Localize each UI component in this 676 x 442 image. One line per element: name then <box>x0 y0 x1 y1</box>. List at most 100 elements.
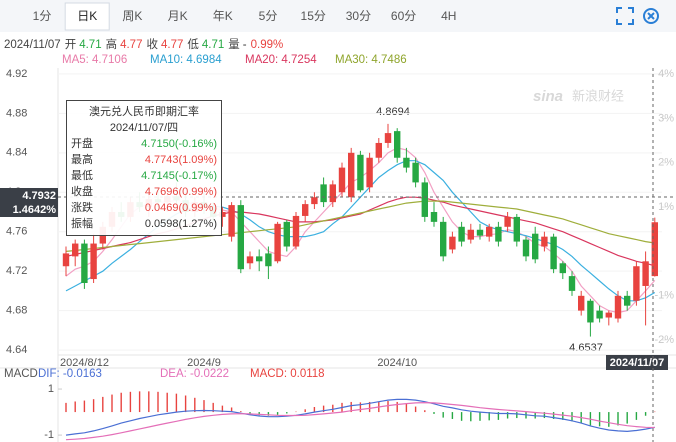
candle-body <box>237 205 244 270</box>
tooltip-row: 涨跌 0.0469(0.99%) <box>71 200 217 216</box>
candle-body <box>265 253 272 267</box>
tooltip-row: 最低 4.7145(-0.17%) <box>71 168 217 184</box>
candle-body <box>550 236 557 270</box>
macd-line <box>65 401 655 441</box>
macd-legend: DIF: -0.0163 <box>38 368 102 380</box>
tab[interactable]: 1分 <box>33 9 52 23</box>
candle-body <box>320 184 327 203</box>
tooltip-label: 最高 <box>71 154 93 166</box>
candle-body <box>578 295 585 311</box>
candle-body <box>219 211 226 217</box>
tab[interactable]: 15分 <box>301 9 326 23</box>
x-tick-label: 2024/11/07 <box>610 357 664 369</box>
candle-body <box>605 312 612 318</box>
info-label: 量 <box>228 38 240 51</box>
candle-body <box>72 243 79 257</box>
info-value: 4.77 <box>120 39 142 51</box>
y-tick-label: 4.84 <box>6 147 27 159</box>
tooltip-label: 振幅 <box>71 218 93 230</box>
min-annotation: 4.6537 <box>569 342 603 354</box>
candle-body <box>568 276 576 291</box>
settings-icon[interactable] <box>643 8 659 24</box>
crosshair-price: 4.7932 <box>22 190 56 202</box>
x-tick-label: 2024/9 <box>187 357 221 369</box>
candle-body <box>292 215 300 247</box>
candle-body <box>522 239 530 257</box>
tooltip-label: 开盘 <box>71 138 93 150</box>
candle-body <box>642 261 649 286</box>
y-tick-label: 4.72 <box>6 265 27 277</box>
tooltip-row: 最高 4.7743(1.09%) <box>71 152 217 168</box>
info-line: 2024/11/07 开 4.71 高 4.77 收 4.77 低 4.71 量 -0.99% <box>4 37 283 51</box>
crosshair-tag <box>0 188 58 217</box>
candle-body <box>357 154 364 191</box>
tooltip-date: 2024/11/07/四 <box>109 122 179 134</box>
tooltip-value: 0.0598(1.27%) <box>144 218 217 230</box>
candle-body <box>394 131 401 158</box>
y2-tick-label: -1% <box>654 290 674 302</box>
candle-body <box>375 142 382 158</box>
candle-body <box>559 263 566 274</box>
candle-body <box>348 152 355 198</box>
x-tick-label: 2024/10 <box>377 357 417 369</box>
tooltip-label: 收盘 <box>71 186 93 198</box>
candle-body <box>532 233 539 260</box>
tooltip-title: 澳元兑人民币即期汇率 <box>89 106 199 118</box>
x-tick-label: 2024/8/12 <box>60 357 109 369</box>
tooltip-row: 开盘 4.7150(-0.16%) <box>71 136 217 152</box>
candle-body <box>81 243 88 284</box>
y-tick-label: 4.64 <box>6 344 27 356</box>
tooltip-label: 涨跌 <box>71 202 93 214</box>
candle-body <box>495 226 502 242</box>
candle-body <box>366 157 373 188</box>
candle-body <box>504 216 511 227</box>
y2-tick-label: -2% <box>654 334 674 346</box>
tooltip-value: 4.7145(-0.17%) <box>141 170 217 182</box>
candle-body <box>90 243 97 280</box>
macd-legend: MACD: 0.0118 <box>250 368 325 380</box>
legend-entry: MA10: 4.6984 <box>150 54 222 66</box>
candle-body <box>283 221 290 247</box>
y-tick-label: 1 <box>48 383 54 395</box>
settings-icon-cross <box>647 12 655 20</box>
watermark-brand: sina <box>533 88 563 105</box>
tab[interactable]: 年K <box>213 9 233 23</box>
candle-body <box>596 310 603 319</box>
expand-icon[interactable] <box>616 7 634 25</box>
tooltip-label: 最低 <box>71 170 93 182</box>
settings-icon-ring <box>643 8 659 24</box>
tab[interactable]: 60分 <box>391 9 416 23</box>
candle-body <box>449 236 456 250</box>
candle-body <box>228 205 235 237</box>
info-label: 高 <box>106 37 118 51</box>
info-label: 低 <box>187 38 199 51</box>
candle-body <box>246 256 254 264</box>
tab[interactable]: 月K <box>168 9 188 23</box>
tab-bar <box>0 0 676 32</box>
tab[interactable]: 30分 <box>346 9 371 23</box>
info-change: 0.99% <box>251 39 284 51</box>
tooltip-row: 收盘 4.7696(0.99%) <box>71 184 217 200</box>
tab[interactable]: 日K <box>77 9 97 23</box>
info-label: 开 <box>65 39 77 51</box>
tooltip-value: 0.0469(0.99%) <box>144 202 217 214</box>
y-tick-label: 4.76 <box>6 226 27 238</box>
tab[interactable]: 5分 <box>259 9 278 23</box>
tab[interactable]: 4H <box>441 9 456 23</box>
y2-tick-label: 2% <box>658 157 674 169</box>
candle-body <box>624 295 631 306</box>
watermark-text: 新浪财经 <box>572 88 624 103</box>
info-date: 2024/11/07 <box>4 39 61 51</box>
tooltip: 澳元兑人民币即期汇率 2024/11/07/四 开盘 4.7150(-0.16%)… <box>66 100 222 236</box>
y2-tick-label: 3% <box>658 112 674 124</box>
macd-legend: DEA: -0.0222 <box>160 368 229 380</box>
tooltip-value: 4.7696(0.99%) <box>144 186 217 198</box>
candle-body <box>513 216 520 242</box>
candle-body <box>476 229 484 236</box>
candle-body <box>421 182 428 217</box>
tab[interactable]: 周K <box>122 9 142 23</box>
candle-body <box>329 184 336 203</box>
tooltip-row: 振幅 0.0598(1.27%) <box>71 216 217 232</box>
y2-tick-label: 4% <box>658 68 674 80</box>
candle-body <box>486 226 493 237</box>
